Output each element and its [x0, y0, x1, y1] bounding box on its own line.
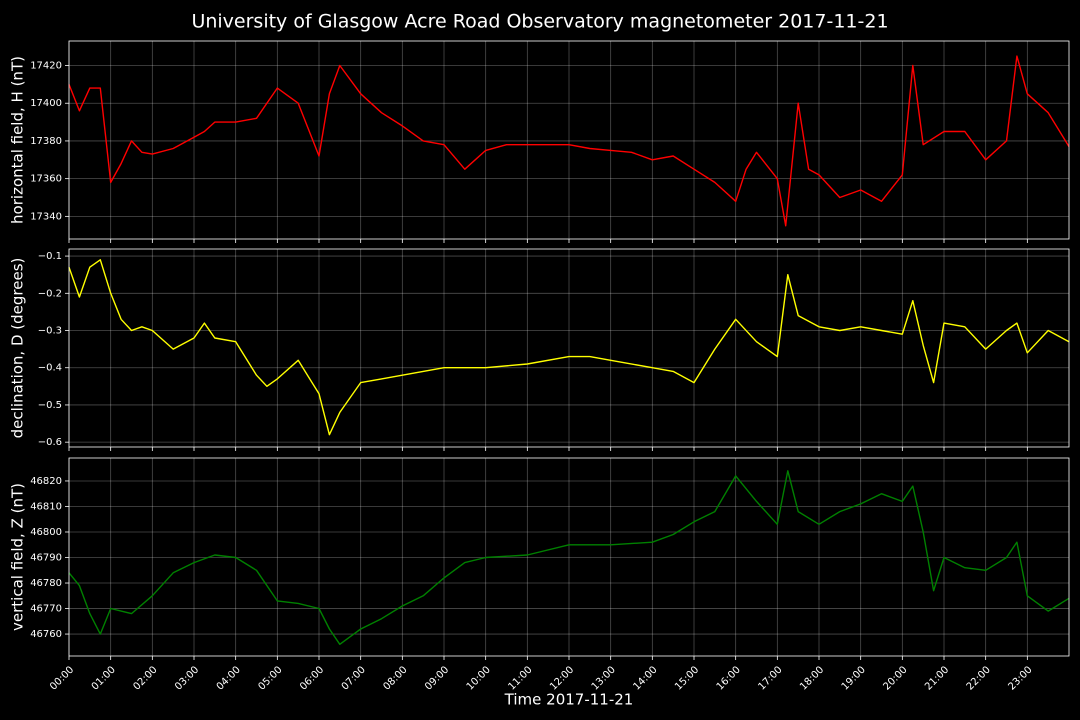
x-tick-label: 01:00 — [90, 664, 118, 692]
x-tick-label: 23:00 — [1006, 664, 1034, 692]
y-tick-label: −0.2 — [38, 288, 62, 299]
x-tick-label: 05:00 — [256, 664, 284, 692]
data-line — [68, 259, 1070, 436]
y-tick-label: 17420 — [30, 61, 62, 72]
data-line — [68, 470, 1070, 645]
x-tick-label: 21:00 — [923, 664, 951, 692]
x-tick-label: 09:00 — [423, 664, 451, 692]
data-line — [68, 55, 1070, 227]
x-tick-label: 13:00 — [590, 664, 618, 692]
y-tick-label: −0.3 — [38, 326, 62, 337]
x-tick-label: 03:00 — [173, 664, 201, 692]
x-tick-label: 10:00 — [465, 664, 493, 692]
x-tick-label: 19:00 — [840, 664, 868, 692]
x-tick-label: 22:00 — [965, 664, 993, 692]
x-tick-label: 07:00 — [340, 664, 368, 692]
x-tick-label: 04:00 — [215, 664, 243, 692]
y-tick-label: −0.6 — [38, 437, 62, 448]
x-tick-label: 16:00 — [715, 664, 743, 692]
y-tick-label: −0.5 — [38, 400, 62, 411]
x-tick-label: 02:00 — [131, 664, 159, 692]
y-tick-label: 46790 — [30, 553, 62, 564]
x-tick-label: 08:00 — [381, 664, 409, 692]
y-axis-label: declination, D (degrees) — [9, 258, 27, 439]
x-tick-label: 15:00 — [673, 664, 701, 692]
y-tick-label: 17360 — [30, 174, 62, 185]
x-tick-label: 06:00 — [298, 664, 326, 692]
x-tick-label: 11:00 — [506, 664, 534, 692]
y-tick-label: 46760 — [30, 629, 62, 640]
x-tick-label: 20:00 — [881, 664, 909, 692]
x-axis-label: Time 2017-11-21 — [504, 691, 634, 709]
plot-frame — [68, 248, 1070, 448]
plot-frame — [68, 457, 1070, 657]
y-tick-label: −0.4 — [38, 363, 62, 374]
x-tick-label: 00:00 — [48, 664, 76, 692]
y-tick-label: 46810 — [30, 501, 62, 512]
plot-frame — [68, 40, 1070, 240]
y-axis-label: horizontal field, H (nT) — [9, 56, 27, 224]
y-tick-label: −0.1 — [38, 251, 62, 262]
x-tick-label: 12:00 — [548, 664, 576, 692]
y-tick-label: 17340 — [30, 211, 62, 222]
y-tick-label: 17400 — [30, 98, 62, 109]
y-tick-label: 46800 — [30, 527, 62, 538]
y-tick-label: 46770 — [30, 604, 62, 615]
y-tick-label: 46820 — [30, 476, 62, 487]
chart-title: University of Glasgow Acre Road Observat… — [191, 11, 888, 33]
y-tick-label: 17380 — [30, 136, 62, 147]
x-tick-label: 17:00 — [756, 664, 784, 692]
y-axis-label: vertical field, Z (nT) — [9, 483, 27, 631]
x-tick-label: 18:00 — [798, 664, 826, 692]
x-tick-label: 14:00 — [631, 664, 659, 692]
y-tick-label: 46780 — [30, 578, 62, 589]
